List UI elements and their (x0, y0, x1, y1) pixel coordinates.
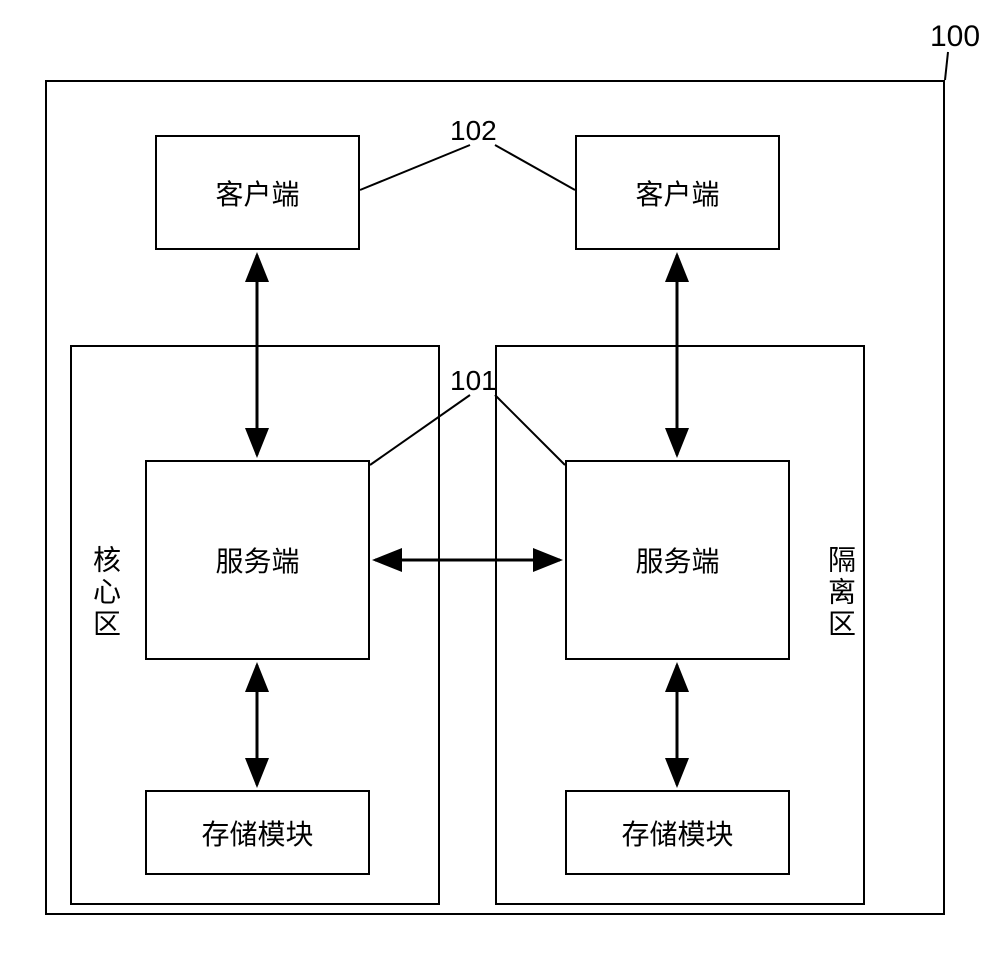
client-right-box: 客户端 (575, 135, 780, 250)
core-region-label: 核心区 (85, 545, 125, 641)
server-left-text: 服务端 (215, 540, 299, 580)
isolation-region-text: 隔离区 (825, 545, 856, 641)
storage-right-text: 存储模块 (621, 813, 733, 853)
client-left-box: 客户端 (155, 135, 360, 250)
core-region-text: 核心区 (90, 545, 121, 641)
server-ref-label: 101 (450, 365, 497, 397)
storage-left-box: 存储模块 (145, 790, 370, 875)
client-ref-label: 102 (450, 115, 497, 147)
connector-100 (945, 52, 948, 80)
server-right-text: 服务端 (635, 540, 719, 580)
server-left-box: 服务端 (145, 460, 370, 660)
system-id-text: 100 (930, 20, 980, 53)
client-left-text: 客户端 (215, 173, 299, 213)
system-id-label: 100 (930, 20, 980, 54)
server-right-box: 服务端 (565, 460, 790, 660)
server-ref-text: 101 (450, 365, 497, 396)
isolation-region-label: 隔离区 (820, 545, 860, 641)
storage-left-text: 存储模块 (201, 813, 313, 853)
storage-right-box: 存储模块 (565, 790, 790, 875)
client-right-text: 客户端 (635, 173, 719, 213)
client-ref-text: 102 (450, 115, 497, 146)
